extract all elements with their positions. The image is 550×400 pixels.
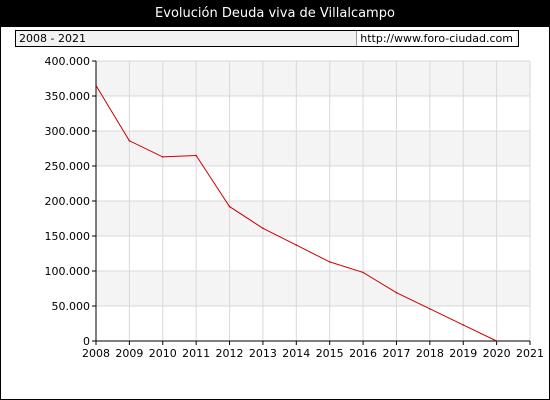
x-tick-label: 2008: [82, 347, 110, 360]
chart-title: Evolución Deuda viva de Villalcampo: [1, 1, 549, 27]
y-tick-label: 250.000: [45, 160, 91, 173]
data-point: [462, 324, 465, 326]
y-tick-label: 200.000: [45, 195, 91, 208]
data-point: [161, 156, 164, 158]
x-tick-label: 2010: [149, 347, 177, 360]
data-point: [295, 244, 298, 246]
data-point: [362, 271, 364, 274]
x-tick-label: 2009: [115, 347, 143, 360]
x-tick-label: 2012: [216, 347, 244, 360]
grid-band: [96, 201, 530, 236]
x-tick-label: 2018: [416, 347, 444, 360]
info-bar: 2008 - 2021 http://www.foro-ciudad.com: [15, 30, 519, 47]
period-label: 2008 - 2021: [19, 32, 86, 45]
y-tick-label: 0: [83, 335, 90, 348]
x-tick-label: 2011: [182, 347, 210, 360]
x-tick-label: 2017: [382, 347, 410, 360]
grid-band: [96, 271, 530, 306]
y-tick-label: 150.000: [45, 230, 91, 243]
x-tick-label: 2013: [249, 347, 277, 360]
data-point: [328, 261, 331, 263]
grid-band: [96, 131, 530, 166]
y-tick-label: 50.000: [52, 300, 91, 313]
y-tick-label: 300.000: [45, 125, 91, 138]
x-tick-label: 2020: [483, 347, 511, 360]
data-point: [128, 140, 131, 142]
y-tick-label: 100.000: [45, 265, 91, 278]
x-tick-label: 2015: [316, 347, 344, 360]
grid-band: [96, 61, 530, 96]
y-tick-label: 350.000: [45, 90, 91, 103]
data-point: [429, 308, 431, 310]
data-point: [495, 340, 498, 342]
y-tick-label: 400.000: [45, 55, 91, 68]
data-point: [228, 205, 231, 208]
x-tick-label: 2021: [516, 347, 544, 360]
x-tick-label: 2019: [449, 347, 477, 360]
source-link[interactable]: http://www.foro-ciudad.com: [356, 31, 516, 46]
x-tick-label: 2016: [349, 347, 377, 360]
data-point: [395, 291, 398, 294]
x-tick-label: 2014: [282, 347, 310, 360]
data-point: [95, 84, 97, 87]
data-point: [262, 227, 264, 230]
data-point: [195, 154, 197, 157]
